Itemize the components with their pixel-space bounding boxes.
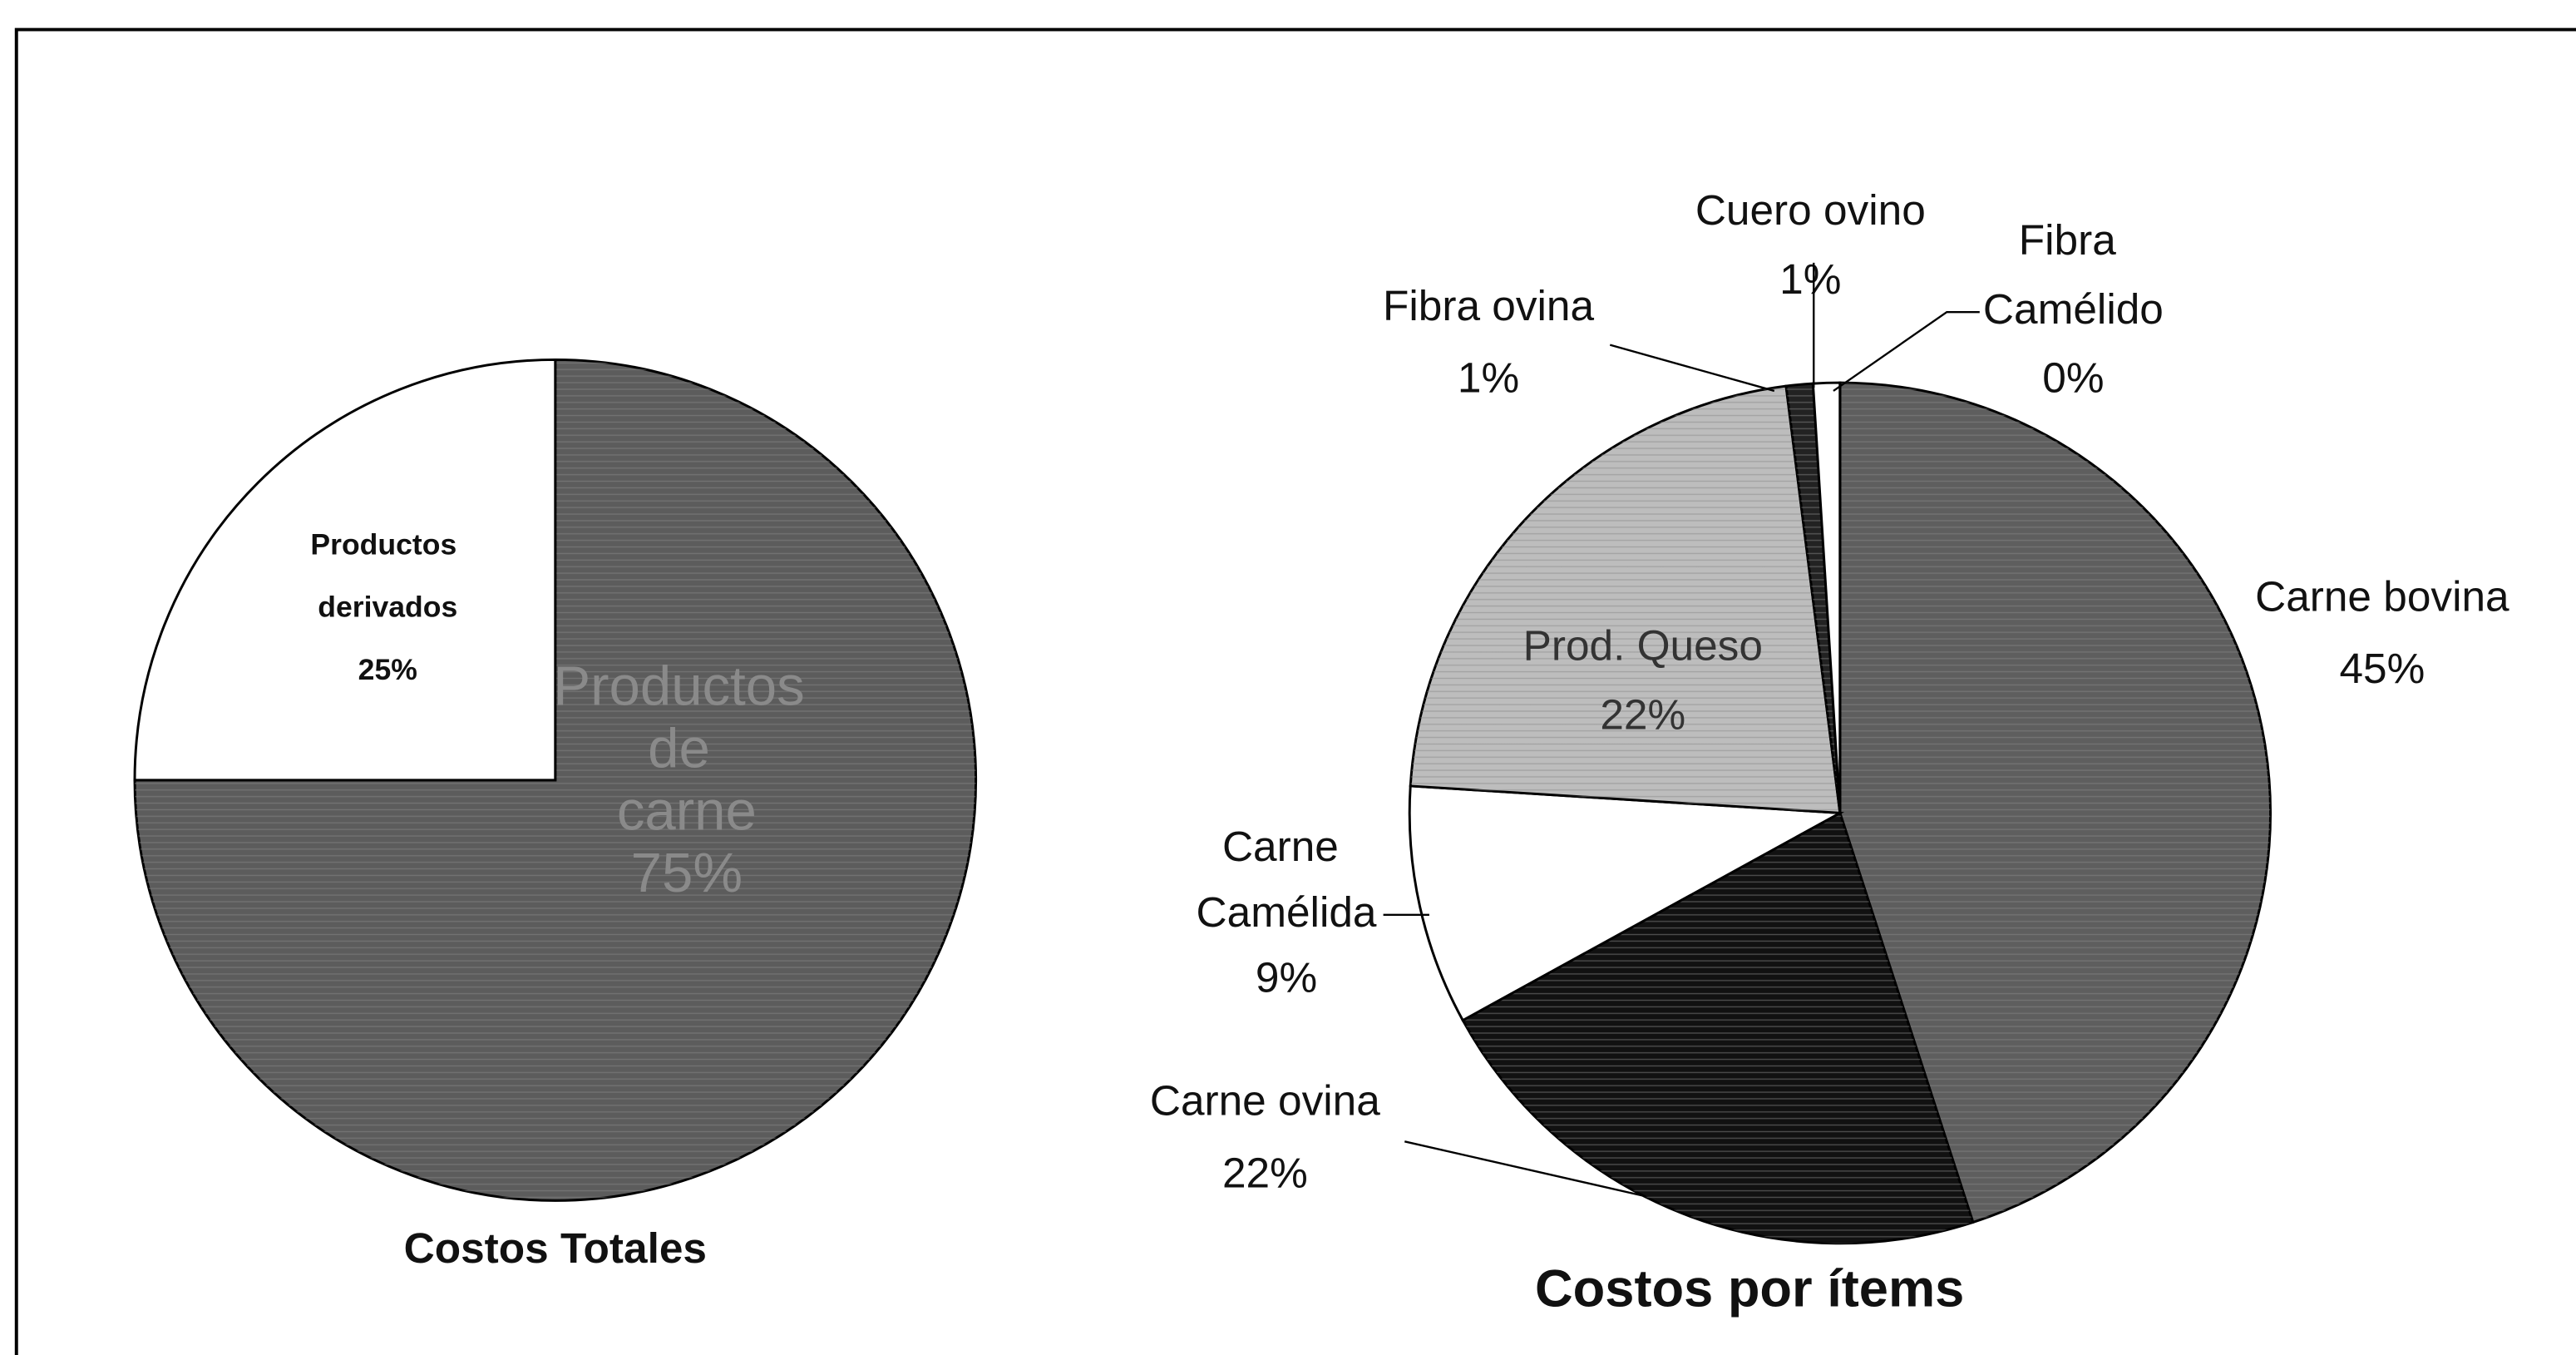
chart-title: Costos Totales: [404, 1224, 707, 1272]
value-label: 0%: [2042, 354, 2104, 402]
value-label: 75%: [631, 842, 743, 904]
slice-texture: [1463, 813, 1973, 1244]
value-label: 45%: [2339, 645, 2425, 692]
category-label: Productos derivados: [310, 528, 465, 624]
category-label: Carne ovina: [1150, 1076, 1380, 1124]
chart-title: Costos por ítems: [1535, 1260, 1964, 1318]
leader-lines: [1383, 262, 1980, 1197]
category-label: Carne bovina: [2255, 572, 2509, 620]
category-label: Productos de carne: [553, 655, 820, 842]
pie-slice: [1408, 784, 1845, 1022]
category-label: Carne Camélida: [1197, 822, 1377, 935]
category-label: Fibra ovina: [1383, 282, 1595, 329]
slice-texture: [1785, 383, 1840, 813]
category-label: Fibra Camélido: [1983, 216, 2164, 333]
category-label: Prod. Queso: [1523, 622, 1763, 670]
value-label: 9%: [1256, 953, 1317, 1001]
value-label: 25%: [358, 653, 417, 686]
pie-slice: [133, 358, 557, 782]
value-label: 22%: [1222, 1149, 1308, 1196]
category-label: Cuero ovino: [1695, 186, 1926, 234]
slice-texture: [1839, 383, 2271, 1223]
frame: [14, 27, 2576, 1355]
value-label: 1%: [1779, 255, 1841, 303]
value-label: 22%: [1600, 690, 1685, 738]
slice-texture: [1410, 386, 1840, 813]
value-label: 1%: [1458, 354, 1519, 402]
